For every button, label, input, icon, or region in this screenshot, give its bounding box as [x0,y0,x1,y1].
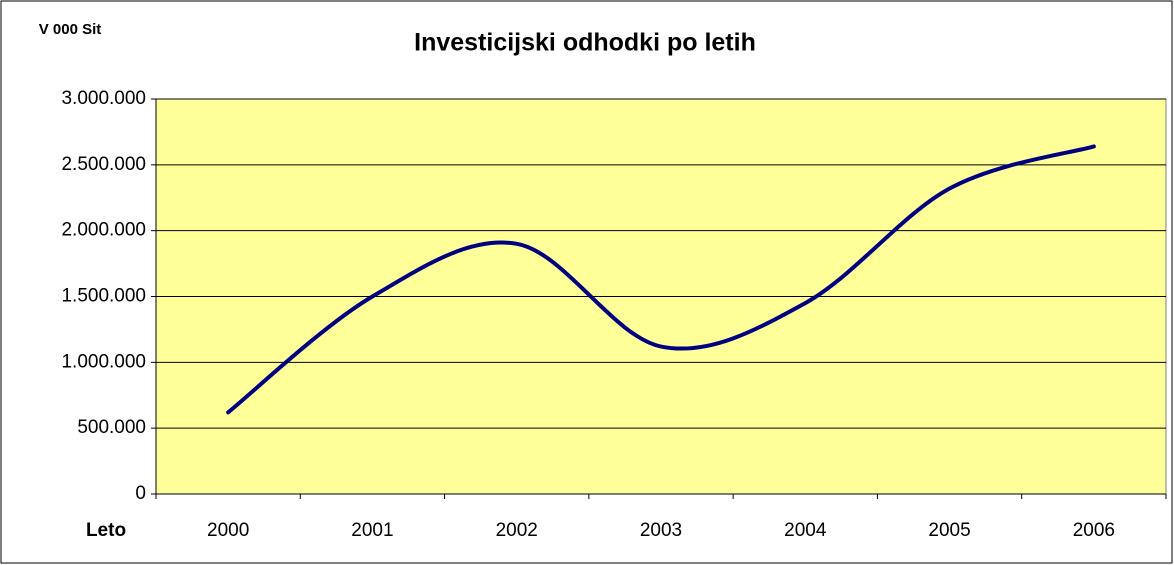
x-tick-label: 2003 [640,520,682,541]
y-tick-label: 500.000 [77,417,146,438]
y-tick-label: 2.000.000 [61,220,146,241]
x-axis-label: Leto [86,520,126,541]
line-series [226,144,1096,415]
y-tick-label: 3.000.000 [61,88,146,109]
y-tick-label: 1.000.000 [61,351,146,372]
y-tick-label: 2.500.000 [61,154,146,175]
chart-title: Investicijski odhodki po letih [414,29,756,57]
y-tick-label: 1.500.000 [61,286,146,307]
x-tick-label: 2001 [351,520,393,541]
x-tick-label: 2004 [784,520,827,541]
x-tick-label: 2002 [496,520,538,541]
y-axis-label: V 000 Sit [39,21,102,38]
x-tick-label: 2005 [928,520,970,541]
x-tick-label: 2006 [1073,520,1115,541]
x-tick-label: 2000 [207,520,249,541]
y-tick-label: 0 [135,483,146,504]
